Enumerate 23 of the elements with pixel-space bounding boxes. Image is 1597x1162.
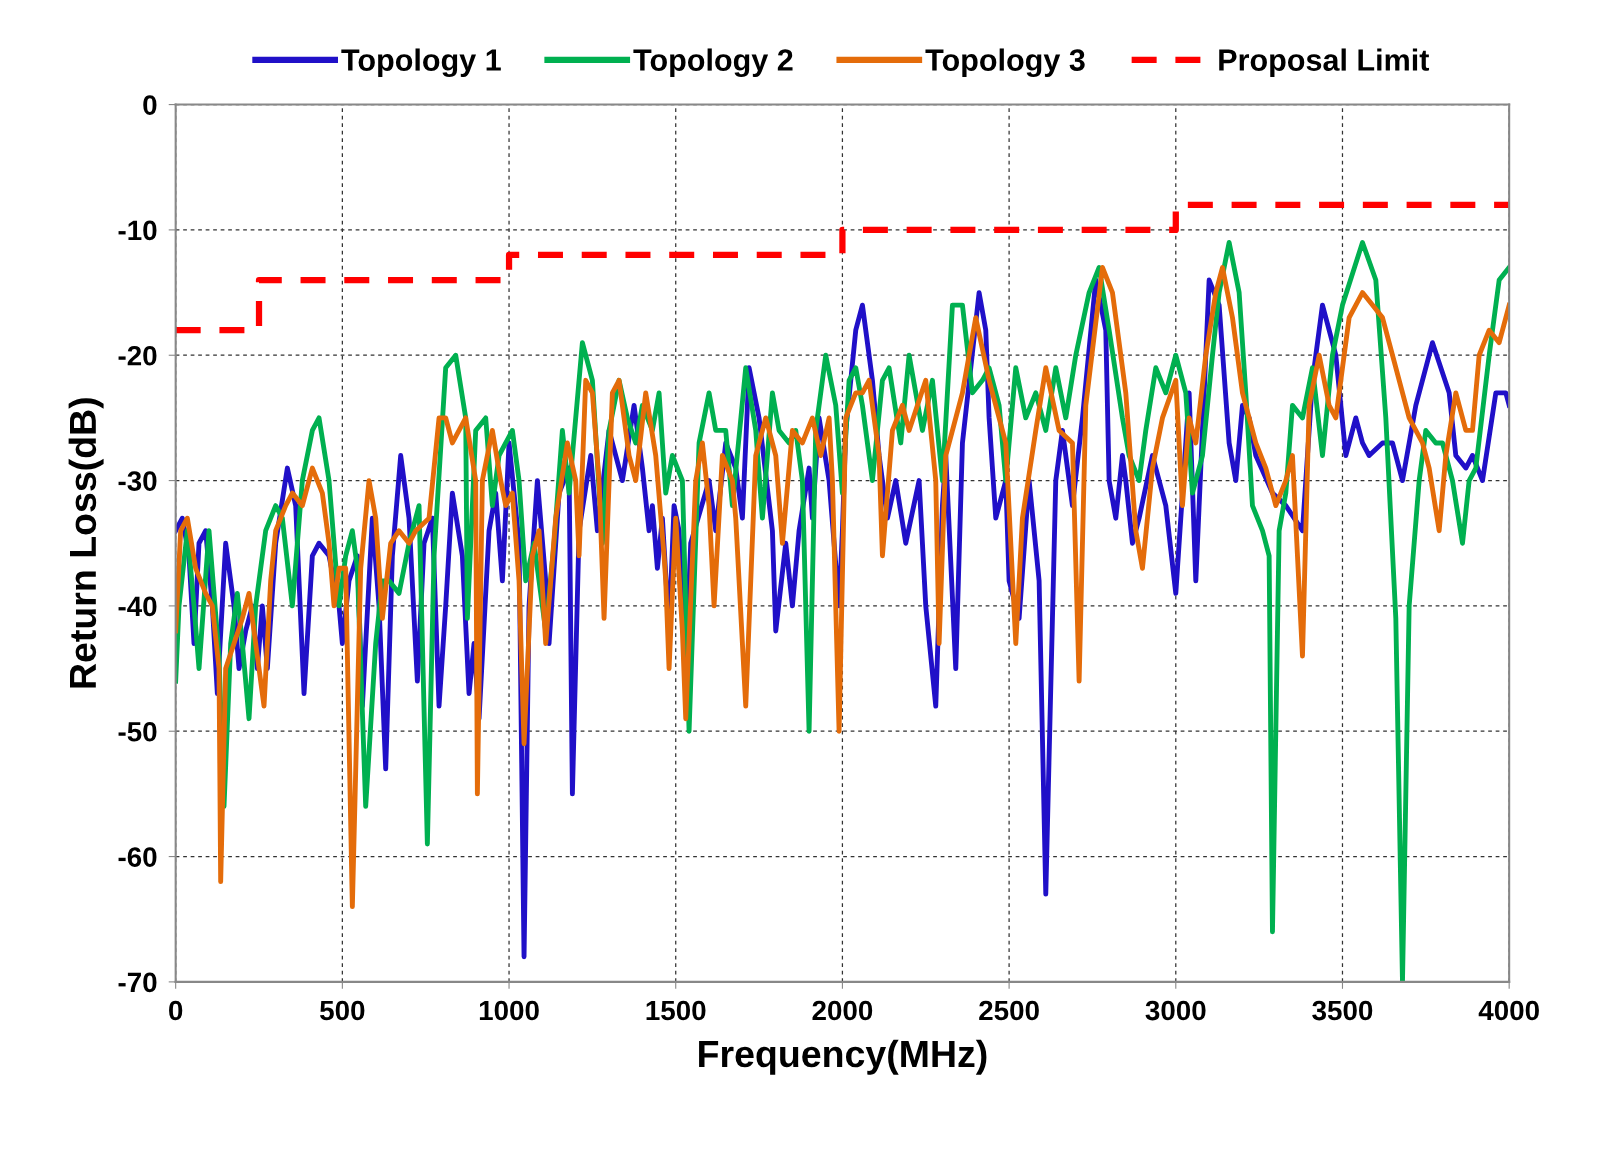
x-tick-label: 3000 xyxy=(1145,1000,1206,1021)
x-axis-title: Frequency(MHz) xyxy=(699,1039,987,1075)
y-tick-label: -20 xyxy=(118,345,157,366)
y-tick-label: -60 xyxy=(118,847,157,867)
legend-label: Topology 1 xyxy=(341,48,501,78)
legend-label: Topology 2 xyxy=(633,48,793,78)
x-tick-label: 2500 xyxy=(979,1000,1039,1021)
x-tick-label: 1000 xyxy=(479,1000,539,1021)
x-tick-label: 4000 xyxy=(1478,1000,1539,1021)
legend-label: Proposal Limit xyxy=(1219,48,1430,77)
y-tick-label: -30 xyxy=(118,471,157,491)
x-tick-label: 2000 xyxy=(812,1000,873,1021)
x-tick-label: 3500 xyxy=(1312,1000,1373,1021)
y-tick-label: -50 xyxy=(118,721,157,742)
y-tick-label: 0 xyxy=(143,95,157,115)
x-tick-label: 1500 xyxy=(646,1000,706,1021)
y-tick-label: -40 xyxy=(118,596,157,617)
y-tick-label: -70 xyxy=(118,972,157,993)
legend-label: Topology 3 xyxy=(925,48,1085,78)
y-axis-title: Return Loss(dB) xyxy=(68,398,104,688)
y-tick-label: -10 xyxy=(118,220,157,241)
x-tick-label: 500 xyxy=(320,1000,365,1021)
x-tick-label: 0 xyxy=(169,1000,183,1021)
